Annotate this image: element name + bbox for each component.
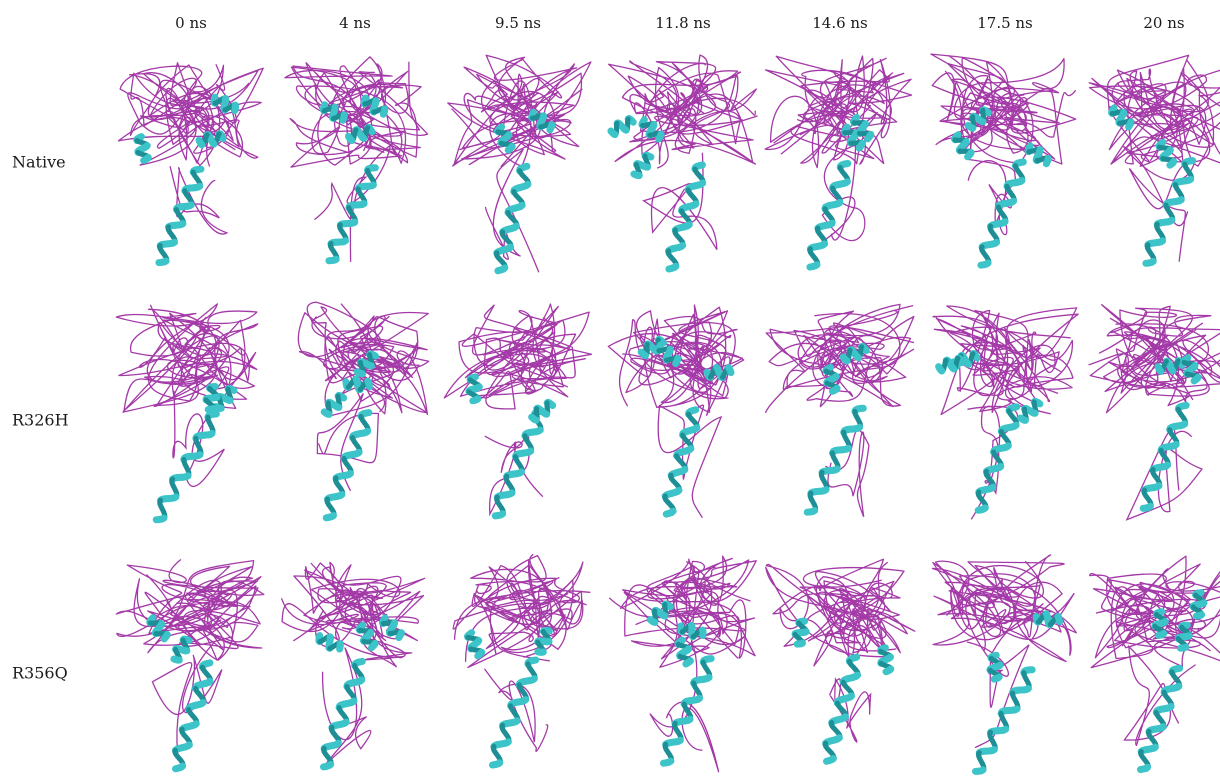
protein-ribbon-structure-icon <box>437 48 599 283</box>
protein-ribbon-structure-icon <box>437 548 599 783</box>
structure-r356q-20-ns <box>1083 548 1220 783</box>
structure-r326h-4-ns <box>274 296 436 531</box>
protein-ribbon-structure-icon <box>759 296 921 531</box>
structure-r356q-4-ns <box>274 548 436 783</box>
col-label-0ns: 0 ns <box>175 14 207 32</box>
structure-native-14-6-ns <box>759 48 921 283</box>
protein-ribbon-structure-icon <box>274 548 436 783</box>
structure-native-4-ns <box>274 48 436 283</box>
structure-r356q-11-8-ns <box>602 548 764 783</box>
structure-r326h-14-6-ns <box>759 296 921 531</box>
protein-ribbon-structure-icon <box>274 296 436 531</box>
structure-native-0-ns <box>110 48 272 283</box>
protein-ribbon-structure-icon <box>110 296 272 531</box>
structure-r326h-17-5-ns <box>924 296 1086 531</box>
protein-ribbon-structure-icon <box>924 548 1086 783</box>
protein-ribbon-structure-icon <box>602 48 764 283</box>
structure-r326h-9-5-ns <box>437 296 599 531</box>
protein-ribbon-structure-icon <box>924 296 1086 531</box>
col-label-20ns: 20 ns <box>1143 14 1184 32</box>
protein-ribbon-structure-icon <box>1083 296 1220 531</box>
protein-ribbon-structure-icon <box>924 48 1086 283</box>
col-label-14-6ns: 14.6 ns <box>812 14 868 32</box>
protein-ribbon-structure-icon <box>1083 48 1220 283</box>
structure-r356q-14-6-ns <box>759 548 921 783</box>
col-label-17-5ns: 17.5 ns <box>977 14 1033 32</box>
protein-ribbon-structure-icon <box>110 48 272 283</box>
row-label-native: Native <box>12 153 66 172</box>
col-label-4ns: 4 ns <box>339 14 371 32</box>
protein-ribbon-structure-icon <box>602 296 764 531</box>
col-label-11-8ns: 11.8 ns <box>655 14 711 32</box>
structure-native-11-8-ns <box>602 48 764 283</box>
protein-ribbon-structure-icon <box>602 548 764 783</box>
structure-native-9-5-ns <box>437 48 599 283</box>
protein-ribbon-structure-icon <box>437 296 599 531</box>
protein-ribbon-structure-icon <box>110 548 272 783</box>
structure-r326h-11-8-ns <box>602 296 764 531</box>
row-label-r326h: R326H <box>12 411 69 430</box>
structure-r356q-0-ns <box>110 548 272 783</box>
structure-native-20-ns <box>1083 48 1220 283</box>
structure-r326h-0-ns <box>110 296 272 531</box>
col-label-9-5ns: 9.5 ns <box>495 14 541 32</box>
protein-ribbon-structure-icon <box>274 48 436 283</box>
row-label-r356q: R356Q <box>12 664 68 683</box>
structure-r356q-17-5-ns <box>924 548 1086 783</box>
protein-ribbon-structure-icon <box>1083 548 1220 783</box>
structure-r326h-20-ns <box>1083 296 1220 531</box>
protein-ribbon-structure-icon <box>759 548 921 783</box>
structure-native-17-5-ns <box>924 48 1086 283</box>
structure-r356q-9-5-ns <box>437 548 599 783</box>
protein-ribbon-structure-icon <box>759 48 921 283</box>
